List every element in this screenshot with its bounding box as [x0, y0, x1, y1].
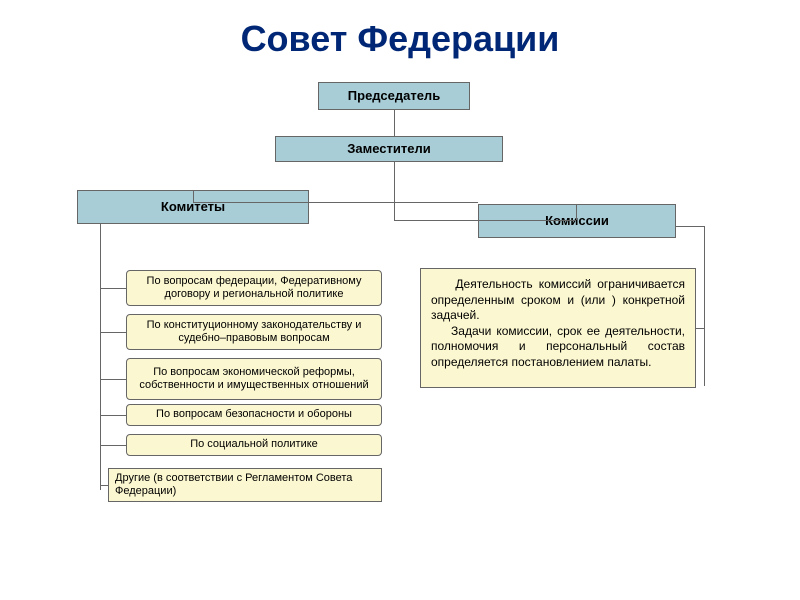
- node-cm1: По вопросам федерации, Федеративному дог…: [126, 270, 382, 306]
- node-cm6: Другие (в соответствии с Регламентом Сов…: [108, 468, 382, 502]
- connector: [100, 485, 108, 486]
- node-chairman: Председатель: [318, 82, 470, 110]
- node-cm4: По вопросам безопасности и обороны: [126, 404, 382, 426]
- connector: [576, 204, 577, 220]
- connector: [100, 332, 126, 333]
- page-title: Совет Федерации: [0, 18, 800, 60]
- connector: [193, 190, 194, 202]
- connector: [394, 202, 395, 220]
- description-paragraph: Деятельность комиссий ограничивается опр…: [431, 277, 685, 324]
- node-commissions: Комиссии: [478, 204, 676, 238]
- connector: [394, 220, 576, 221]
- connector: [704, 238, 705, 386]
- node-cm5: По социальной политике: [126, 434, 382, 456]
- connector: [100, 224, 101, 490]
- node-deputies: Заместители: [275, 136, 503, 162]
- node-cm3: По вопросам экономической реформы, собст…: [126, 358, 382, 400]
- connector: [696, 328, 704, 329]
- connector: [100, 288, 126, 289]
- commissions-description: Деятельность комиссий ограничивается опр…: [420, 268, 696, 388]
- connector: [394, 162, 395, 202]
- description-paragraph: Задачи комиссии, срок ее деятельности, п…: [431, 324, 685, 371]
- node-cm2: По конституционному законодательству и с…: [126, 314, 382, 350]
- connector: [193, 202, 478, 203]
- connector: [100, 445, 126, 446]
- connector: [676, 226, 704, 227]
- connector: [704, 226, 705, 238]
- connector: [394, 110, 395, 136]
- connector: [100, 379, 126, 380]
- connector: [100, 415, 126, 416]
